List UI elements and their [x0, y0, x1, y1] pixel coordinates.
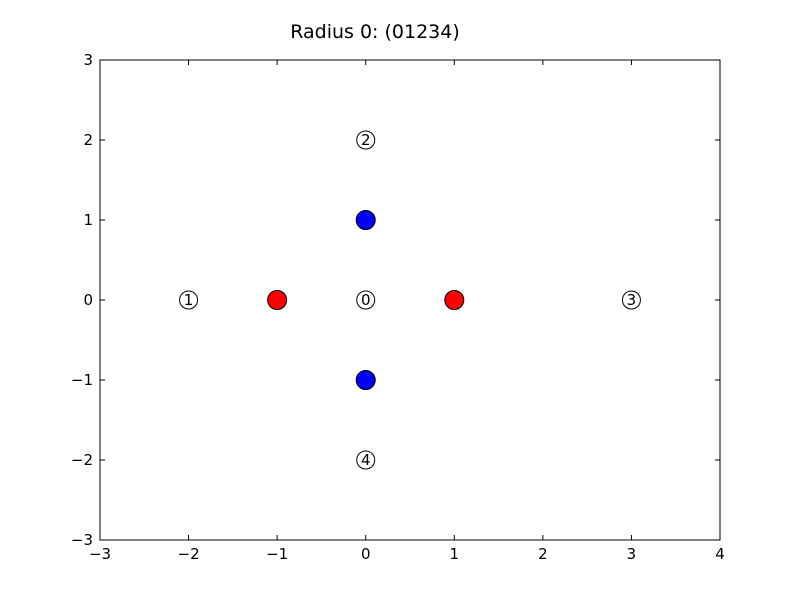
- y-tick-label: −1: [71, 371, 93, 389]
- node-ring: [356, 130, 376, 150]
- node-annotation: 3: [621, 290, 641, 310]
- node-annotation: 4: [356, 450, 376, 470]
- node-ring: [356, 290, 376, 310]
- x-tick-label: −2: [178, 545, 200, 563]
- y-tick-label: 0: [83, 291, 93, 309]
- x-tick-label: −3: [89, 545, 111, 563]
- y-tick-label: −3: [71, 531, 93, 549]
- x-tick-label: 0: [361, 545, 371, 563]
- data-points: [267, 210, 465, 390]
- y-tick-label: 1: [83, 211, 93, 229]
- node-annotation: 1: [179, 290, 199, 310]
- data-point: [444, 290, 465, 310]
- x-tick-label: 2: [538, 545, 548, 563]
- data-point: [355, 210, 376, 230]
- y-tick-label: 3: [83, 51, 93, 69]
- node-annotation: 0: [356, 290, 376, 310]
- x-tick-label: 1: [450, 545, 460, 563]
- axis-ticks: [99, 59, 721, 541]
- node-annotation: 2: [356, 130, 376, 150]
- node-label: 1: [184, 291, 194, 309]
- node-ring: [621, 290, 641, 310]
- node-ring: [356, 450, 376, 470]
- x-tick-label: −1: [266, 545, 288, 563]
- y-tick-label: 2: [83, 131, 93, 149]
- x-tick-label: 3: [627, 545, 637, 563]
- chart-title: Radius 0: (01234): [290, 21, 460, 43]
- node-ring: [179, 290, 199, 310]
- node-label: 2: [361, 131, 371, 149]
- node-label: 4: [361, 451, 371, 469]
- axis-tick-labels: −3 −2 −1 0 1 2 3 4 −3 −2 −1 0 1 2 3: [71, 51, 725, 563]
- node-label: 0: [361, 291, 371, 309]
- node-annotations: 0 1 2 3 4: [179, 130, 641, 470]
- data-point: [267, 290, 288, 310]
- x-tick-label: 4: [715, 545, 725, 563]
- data-point: [355, 370, 376, 390]
- node-label: 3: [627, 291, 637, 309]
- y-tick-label: −2: [71, 451, 93, 469]
